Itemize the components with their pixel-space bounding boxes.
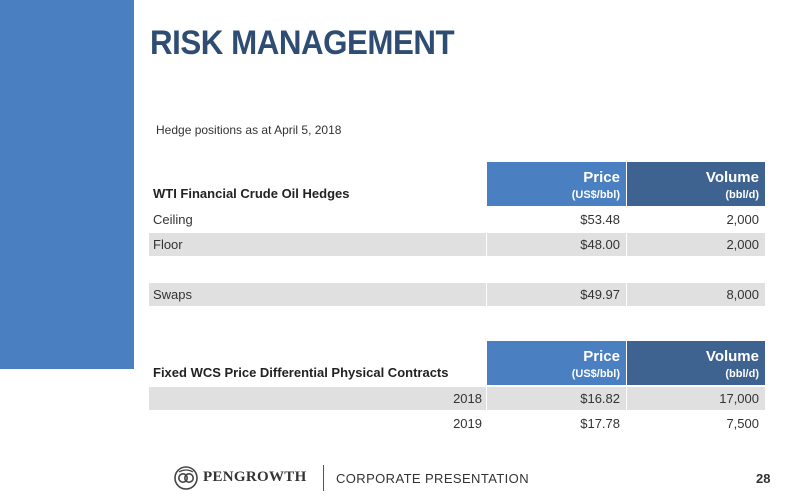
row-price: $17.78	[580, 416, 620, 431]
row-volume: 17,000	[627, 387, 765, 410]
row-price: $53.48	[580, 212, 620, 227]
row-name: Ceiling	[153, 212, 193, 227]
price-unit-label: (US$/bbl)	[571, 368, 620, 380]
pengrowth-logo-icon	[174, 466, 198, 490]
table-header: WTI Financial Crude Oil Hedges Price (US…	[149, 162, 765, 206]
table-row: Ceiling $53.48 2,000	[149, 208, 765, 231]
wti-hedges-table: WTI Financial Crude Oil Hedges Price (US…	[149, 162, 765, 306]
row-price: $16.82	[487, 387, 626, 410]
footer: PENGROWTH CORPORATE PRESENTATION 28	[174, 464, 774, 492]
volume-unit-label: (bbl/d)	[725, 189, 759, 201]
presentation-label: CORPORATE PRESENTATION	[336, 471, 529, 486]
table-row: 2019 $17.78 7,500	[149, 412, 765, 435]
volume-header-label: Volume	[705, 169, 759, 186]
price-header-label: Price	[583, 348, 620, 365]
row-volume: 7,500	[726, 416, 759, 431]
row-year: 2019	[453, 416, 482, 431]
side-accent-bar	[0, 0, 134, 369]
price-header-label: Price	[583, 169, 620, 186]
hedge-date-subtitle: Hedge positions as at April 5, 2018	[156, 123, 342, 137]
price-column-header: Price (US$/bbl)	[487, 162, 626, 206]
row-year: 2018	[149, 387, 486, 410]
row-name: Floor	[149, 233, 486, 256]
volume-unit-label: (bbl/d)	[725, 368, 759, 380]
table-header: Fixed WCS Price Differential Physical Co…	[149, 341, 765, 385]
volume-column-header: Volume (bbl/d)	[627, 162, 765, 206]
row-volume: 2,000	[726, 212, 759, 227]
row-price: $48.00	[487, 233, 626, 256]
row-name: Swaps	[149, 283, 486, 306]
row-volume: 8,000	[627, 283, 765, 306]
price-column-header: Price (US$/bbl)	[487, 341, 626, 385]
page-title: RISK MANAGEMENT	[150, 24, 455, 62]
volume-header-label: Volume	[705, 348, 759, 365]
wcs-contracts-table: Fixed WCS Price Differential Physical Co…	[149, 341, 765, 435]
footer-divider	[323, 465, 324, 491]
table-row: Swaps $49.97 8,000	[149, 283, 765, 306]
row-price: $49.97	[487, 283, 626, 306]
table-row: Floor $48.00 2,000	[149, 233, 765, 256]
table-label: WTI Financial Crude Oil Hedges	[153, 186, 350, 201]
page-number: 28	[756, 471, 771, 486]
row-volume: 2,000	[627, 233, 765, 256]
company-logo-text: PENGROWTH	[203, 469, 307, 485]
table-row: 2018 $16.82 17,000	[149, 387, 765, 410]
table-label: Fixed WCS Price Differential Physical Co…	[153, 365, 449, 380]
volume-column-header: Volume (bbl/d)	[627, 341, 765, 385]
price-unit-label: (US$/bbl)	[571, 189, 620, 201]
